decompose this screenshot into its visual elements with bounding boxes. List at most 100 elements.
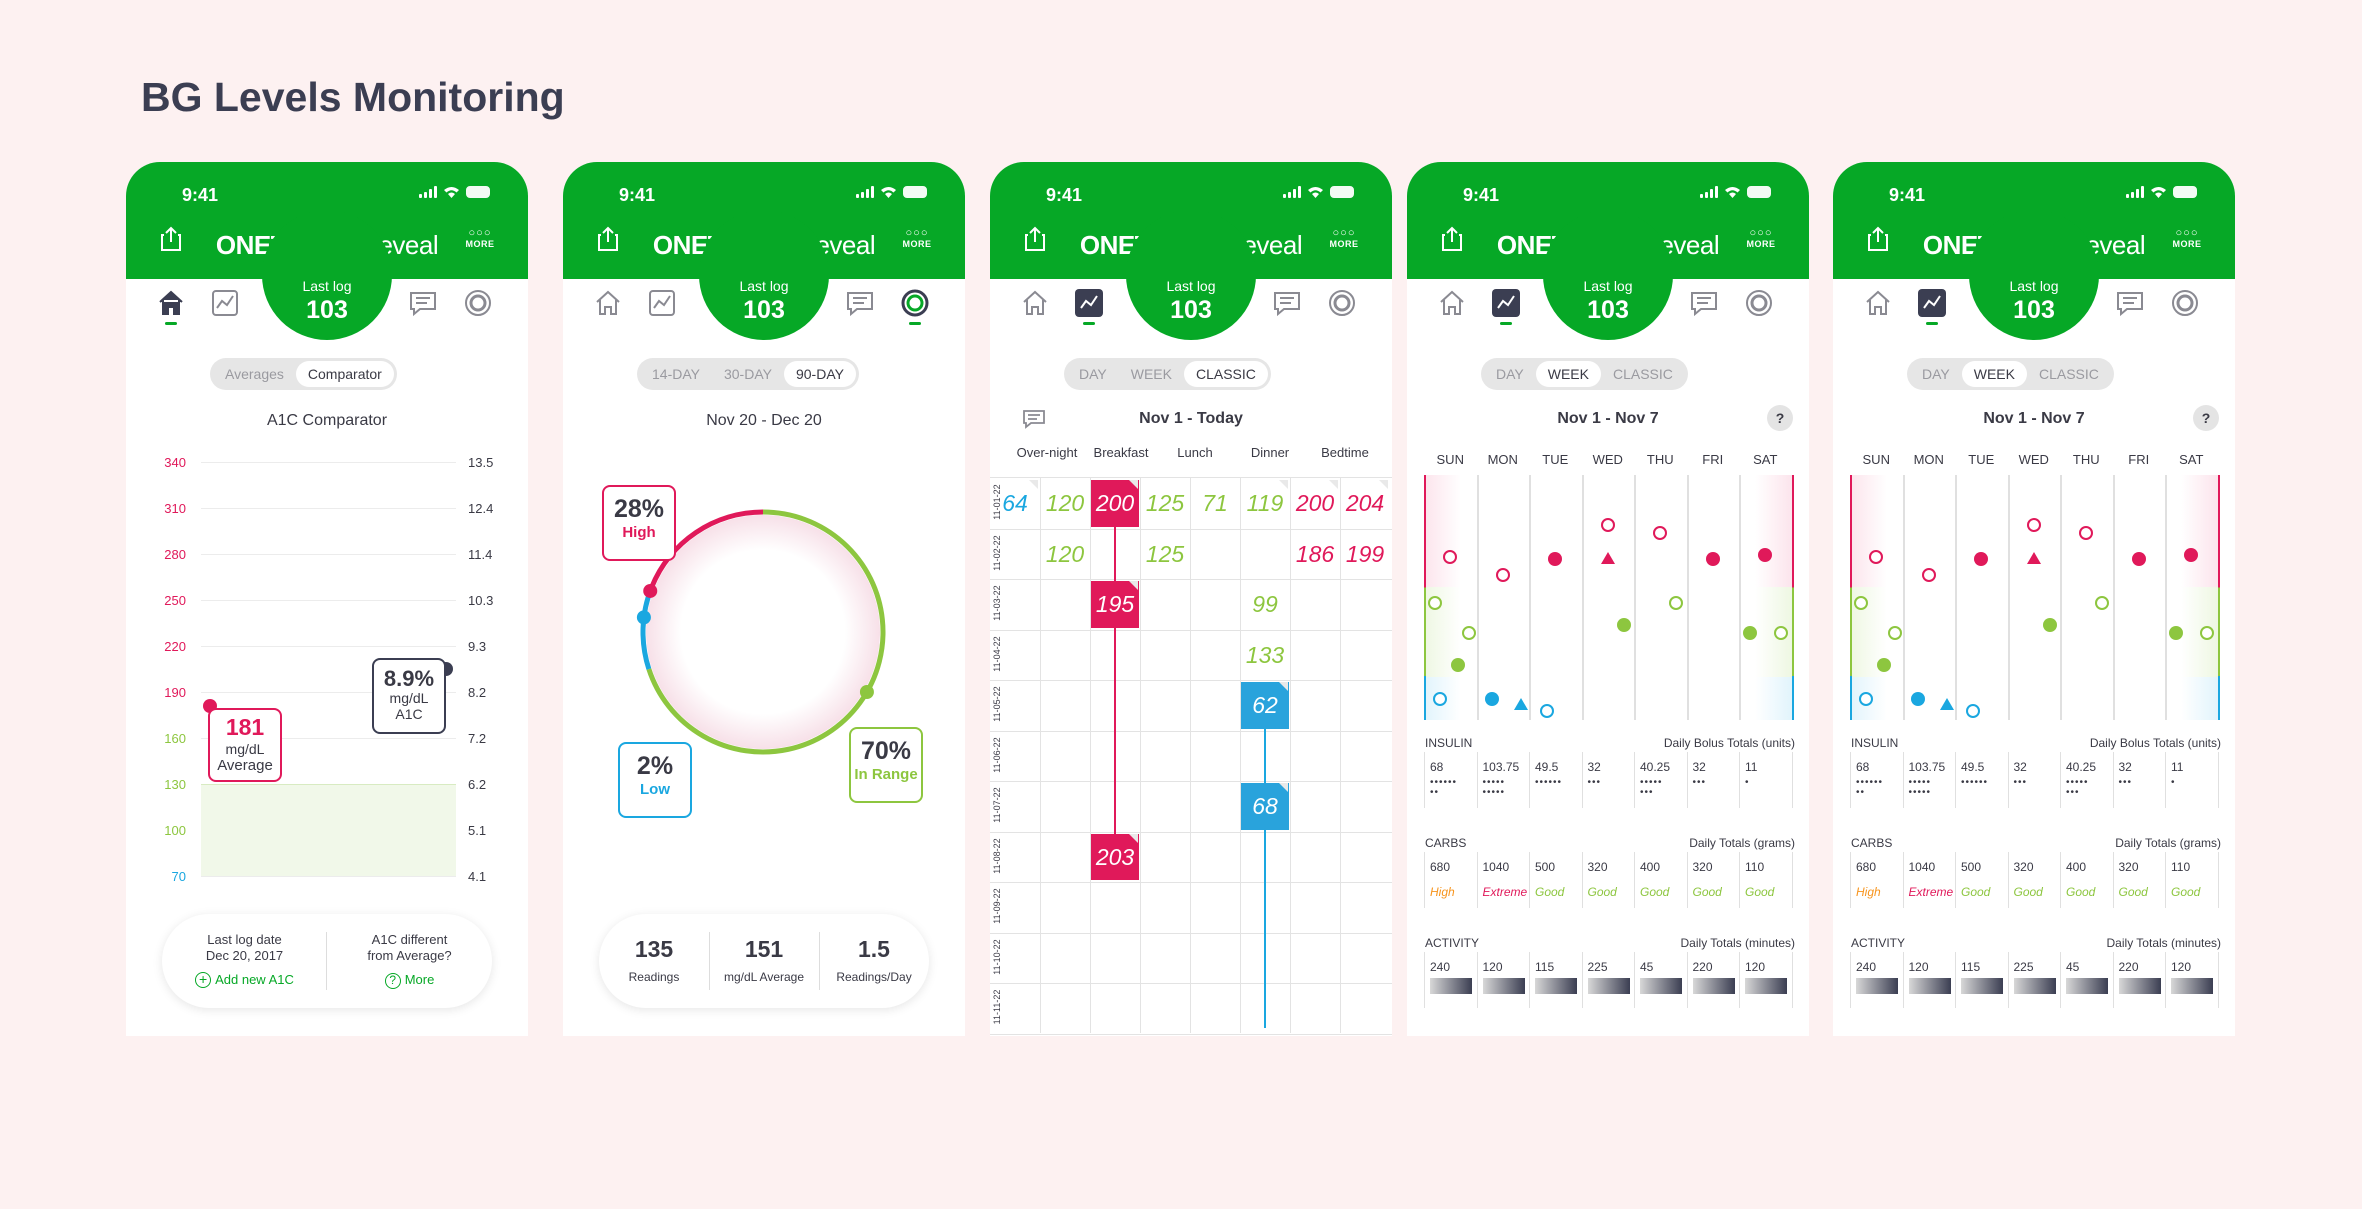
tab-1[interactable]: Comparator [295,361,394,387]
help-button[interactable]: ? [2193,405,2219,431]
tab-1[interactable]: WEEK [1130,366,1172,382]
nav-trend-icon[interactable] [647,288,677,318]
nav-home-icon[interactable] [1863,288,1893,318]
nav-circle-icon[interactable] [1744,288,1774,318]
tab-2[interactable]: CLASSIC [2038,366,2099,382]
reading-point[interactable] [1443,550,1458,564]
reading-point[interactable] [1887,626,1902,640]
nav-home-icon[interactable] [593,288,623,318]
nav-trend-icon[interactable] [1074,288,1104,318]
nav-circle-icon[interactable] [463,288,493,318]
tab-2[interactable]: 90-DAY [783,361,856,387]
reading-point[interactable] [1427,596,1442,610]
grid-row-line [990,1033,1392,1035]
reading-point[interactable] [1974,552,1989,566]
nav-home-icon[interactable] [1020,288,1050,318]
add-a1c-link[interactable]: + Add new A1C [162,972,327,988]
reading-point[interactable] [1774,626,1788,640]
reading-point[interactable] [2131,552,2146,566]
last-log-badge[interactable]: Last log 103 [1543,210,1673,340]
more-button[interactable]: ○○○ MORE [899,228,935,250]
reading-point[interactable] [1540,704,1555,718]
reading-point[interactable] [1705,552,1720,566]
day-column-line [1902,475,1905,720]
reading-point[interactable] [2095,596,2109,610]
more-button[interactable]: ○○○ MORE [1743,228,1779,250]
last-log-badge[interactable]: Last log 103 [262,210,392,340]
tab-1[interactable]: 30-DAY [723,366,772,382]
last-log-badge[interactable]: Last log 103 [1969,210,2099,340]
reading-point[interactable] [1911,692,1926,706]
tab-0[interactable]: DAY [1496,366,1524,382]
reading-point[interactable] [1461,626,1476,640]
reading-point[interactable] [1758,548,1773,562]
reading-point[interactable] [1877,658,1892,672]
reading-point[interactable] [1548,552,1563,566]
nav-chat-icon[interactable] [1272,288,1302,318]
tab-2[interactable]: CLASSIC [1612,366,1673,382]
nav-circle-icon[interactable] [2170,288,2200,318]
reading-point[interactable] [1966,704,1981,718]
reading-point[interactable] [1858,692,1873,706]
share-icon[interactable] [1441,226,1463,252]
nav-home-icon[interactable] [156,288,186,318]
reading-point[interactable] [1653,526,1668,540]
section-divider [2007,752,2009,808]
nav-circle-icon[interactable] [900,288,930,318]
reading-point[interactable] [1616,618,1631,632]
battery-icon [1747,186,1771,198]
more-button[interactable]: ○○○ MORE [462,228,498,250]
tab-1[interactable]: WEEK [1961,361,2027,387]
tab-0[interactable]: 14-DAY [652,366,700,382]
reading-point[interactable] [1485,692,1500,706]
reading-point[interactable] [1669,596,1683,610]
last-log-badge[interactable]: Last log 103 [1126,210,1256,340]
share-icon[interactable] [1024,226,1046,252]
help-button[interactable]: ? [1767,405,1793,431]
nav-trend-icon[interactable] [210,288,240,318]
reading-point[interactable] [2200,626,2214,640]
tab-2[interactable]: CLASSIC [1183,361,1268,387]
last-log-badge[interactable]: Last log 103 [699,210,829,340]
nav-circle-icon[interactable] [1327,288,1357,318]
more-button[interactable]: ○○○ MORE [1326,228,1362,250]
nav-trend-icon[interactable] [1491,288,1521,318]
reading-point[interactable] [2042,618,2057,632]
share-icon[interactable] [160,226,182,252]
reading-triangle[interactable] [1600,552,1615,564]
reading-point[interactable] [2184,548,2199,562]
reading-point[interactable] [1742,626,1757,640]
nav-trend-icon[interactable] [1917,288,1947,318]
reading-point[interactable] [1853,596,1868,610]
nav-chat-icon[interactable] [1689,288,1719,318]
reading-triangle[interactable] [2026,552,2041,564]
share-icon[interactable] [1867,226,1889,252]
reading-triangle[interactable] [1940,698,1955,710]
tab-1[interactable]: WEEK [1535,361,1601,387]
reading-point[interactable] [1921,568,1936,582]
reading-triangle[interactable] [1514,698,1529,710]
range-donut-chart [636,509,886,755]
reading-point[interactable] [1432,692,1447,706]
reading-point[interactable] [1451,658,1466,672]
nav-chat-icon[interactable] [2115,288,2145,318]
share-icon[interactable] [597,226,619,252]
nav-chat-icon[interactable] [408,288,438,318]
reading-point[interactable] [2026,518,2041,532]
reading-point[interactable] [1600,518,1615,532]
comment-icon[interactable] [1022,409,1046,429]
reading-point[interactable] [2168,626,2183,640]
nav-home-icon[interactable] [1437,288,1467,318]
tab-0[interactable]: Averages [225,366,284,382]
tab-0[interactable]: DAY [1922,366,1950,382]
nav-chat-icon[interactable] [845,288,875,318]
more-button[interactable]: ○○○ MORE [2169,228,2205,250]
reading-point[interactable] [1495,568,1510,582]
day-column-line [2112,475,2115,720]
day-column-line [2060,475,2062,720]
tab-0[interactable]: DAY [1079,366,1107,382]
reading-point[interactable] [1869,550,1884,564]
section-divider [2060,752,2061,808]
more-link[interactable]: ? More [327,972,492,989]
reading-point[interactable] [2079,526,2094,540]
